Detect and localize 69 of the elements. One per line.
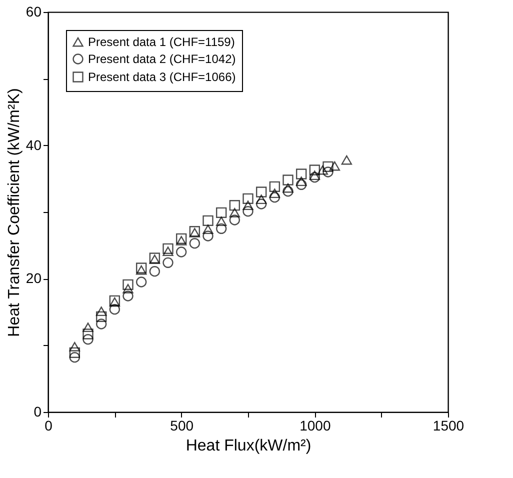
point — [282, 186, 294, 197]
point — [82, 322, 94, 332]
point — [122, 284, 134, 294]
point — [69, 352, 80, 363]
x-tick-label: 1500 — [432, 418, 464, 434]
point — [136, 276, 147, 288]
point — [149, 266, 160, 277]
point — [256, 186, 267, 198]
point — [269, 188, 280, 198]
point — [96, 311, 107, 322]
point — [322, 161, 334, 172]
point — [202, 224, 214, 234]
y-tick-label: 60 — [26, 4, 42, 20]
y-tick-label: 20 — [26, 270, 42, 286]
point — [309, 172, 320, 183]
point — [216, 207, 227, 218]
y-tick-label: 40 — [26, 136, 42, 153]
point — [82, 334, 94, 345]
point — [136, 265, 147, 275]
point — [242, 193, 254, 204]
point — [82, 328, 94, 340]
point — [216, 223, 227, 234]
point — [256, 194, 267, 204]
legend-label: Present data 2 (CHF=1042) — [88, 52, 236, 66]
point — [282, 174, 294, 186]
point — [309, 170, 320, 180]
x-tick-label: 0 — [44, 418, 53, 434]
point — [109, 304, 120, 315]
point — [296, 168, 307, 180]
point — [122, 279, 134, 290]
point — [296, 176, 307, 186]
point — [162, 257, 174, 268]
point — [229, 200, 240, 211]
point — [216, 216, 227, 226]
point — [242, 200, 254, 210]
y-tick-label: 0 — [34, 404, 42, 420]
point — [189, 238, 200, 249]
point — [176, 236, 187, 246]
point — [341, 155, 352, 165]
point — [176, 233, 187, 244]
point — [296, 179, 307, 190]
point — [69, 342, 80, 352]
point — [96, 318, 107, 330]
point — [282, 183, 294, 193]
point — [229, 214, 240, 226]
point — [69, 347, 80, 358]
point — [202, 215, 214, 226]
y-axis-title: Heat Transfer Coefficient (kW/m²K) — [6, 88, 23, 337]
point — [176, 246, 187, 258]
legend-label: Present data 1 (CHF=1159) — [88, 35, 235, 49]
point — [229, 208, 240, 218]
point — [269, 181, 280, 192]
x-tick-label: 1000 — [300, 418, 331, 434]
x-tick-label: 500 — [170, 418, 194, 434]
point — [162, 243, 174, 254]
point — [162, 246, 174, 256]
point — [256, 198, 267, 210]
point — [122, 290, 134, 302]
point — [136, 262, 147, 274]
point — [317, 165, 328, 175]
legend-label: Present data 3 (CHF=1066) — [88, 70, 236, 84]
point — [329, 161, 340, 171]
x-axis-title: Heat Flux(kW/m²) — [186, 438, 312, 454]
point — [202, 230, 214, 242]
point — [96, 306, 107, 316]
point — [269, 192, 280, 203]
point — [242, 206, 254, 217]
point — [309, 164, 320, 176]
point — [322, 166, 334, 178]
